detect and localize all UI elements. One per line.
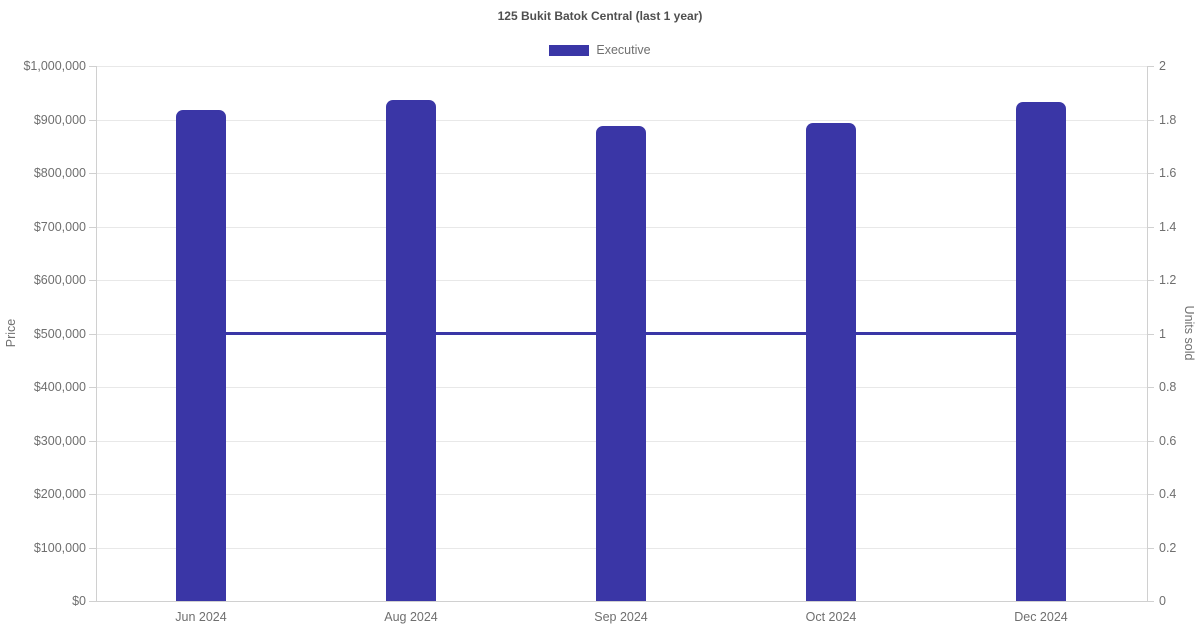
- y-tick-mark-right: [1147, 280, 1154, 281]
- y-tick-mark-right: [1147, 226, 1154, 228]
- y-tick-mark-left: [89, 226, 96, 228]
- gridline: [97, 119, 1147, 121]
- y-tick-mark-right: [1147, 333, 1154, 335]
- y-tick-mark-left: [89, 66, 96, 67]
- y-tick-mark-left: [89, 601, 96, 602]
- y-tick-label-right: 1.2: [1159, 273, 1177, 287]
- y-tick-label-right: 0.4: [1159, 487, 1177, 501]
- y-tick-label-left: $700,000: [33, 219, 86, 234]
- y-tick-mark-left: [89, 333, 96, 335]
- y-tick-label-right: 1.6: [1159, 166, 1177, 180]
- y-tick-mark-left: [89, 440, 96, 442]
- y-tick-label-left: $100,000: [33, 540, 86, 555]
- y-tick-mark-right: [1147, 119, 1154, 121]
- chart-title: 125 Bukit Batok Central (last 1 year): [497, 9, 703, 23]
- legend: Executive: [0, 42, 1200, 58]
- bar-sep-2024[interactable]: [596, 126, 646, 601]
- legend-item-executive[interactable]: Executive: [549, 43, 651, 57]
- x-tick-label: Oct 2024: [805, 610, 857, 624]
- y-tick-mark-left: [89, 173, 96, 174]
- bar-aug-2024[interactable]: [386, 99, 436, 601]
- y-tick-mark-left: [89, 119, 96, 121]
- y-tick-label-right: 1.8: [1159, 112, 1177, 127]
- bar-oct-2024[interactable]: [806, 123, 856, 601]
- y-tick-label-left: $300,000: [33, 433, 86, 448]
- y-tick-mark-left: [89, 387, 96, 388]
- y-tick-label-left: $400,000: [33, 380, 86, 394]
- y-tick-mark-left: [89, 494, 96, 495]
- x-tick-label: Dec 2024: [1014, 610, 1068, 624]
- y-tick-label-right: 0: [1159, 594, 1166, 608]
- bar-jun-2024[interactable]: [176, 109, 226, 601]
- y-tick-label-right: 2: [1159, 59, 1166, 73]
- y-tick-label-left: $1,000,000: [23, 59, 86, 73]
- x-tick-label: Aug 2024: [384, 610, 438, 624]
- x-tick-label: Sep 2024: [594, 610, 648, 624]
- bar-dec-2024[interactable]: [1016, 101, 1066, 601]
- y-tick-mark-right: [1147, 173, 1154, 174]
- y-tick-label-left: $500,000: [33, 326, 86, 341]
- y-tick-label-right: 0.6: [1159, 433, 1177, 448]
- y-tick-mark-right: [1147, 547, 1154, 549]
- y-axis-title-units-sold: Units sold: [1182, 305, 1196, 361]
- gridline: [97, 66, 1147, 67]
- y-tick-label-left: $600,000: [33, 273, 86, 287]
- y-tick-mark-right: [1147, 66, 1154, 67]
- y-tick-label-right: 0.2: [1159, 540, 1177, 555]
- y-tick-mark-right: [1147, 440, 1154, 442]
- y-tick-mark-right: [1147, 601, 1154, 602]
- y-tick-label-left: $900,000: [33, 112, 86, 127]
- y-tick-mark-right: [1147, 387, 1154, 388]
- y-tick-label-right: 1: [1159, 326, 1166, 341]
- x-tick-label: Jun 2024: [175, 610, 227, 624]
- y-tick-label-left: $200,000: [33, 487, 86, 501]
- y-tick-mark-right: [1147, 494, 1154, 495]
- y-tick-label-left: $800,000: [33, 166, 86, 180]
- legend-swatch: [549, 44, 590, 56]
- legend-label: Executive: [596, 43, 651, 57]
- y-tick-label-left: $0: [72, 594, 86, 608]
- y-tick-label-right: 0.8: [1159, 380, 1177, 394]
- y-tick-label-right: 1.4: [1159, 219, 1177, 234]
- y-tick-mark-left: [89, 547, 96, 549]
- y-tick-mark-left: [89, 280, 96, 281]
